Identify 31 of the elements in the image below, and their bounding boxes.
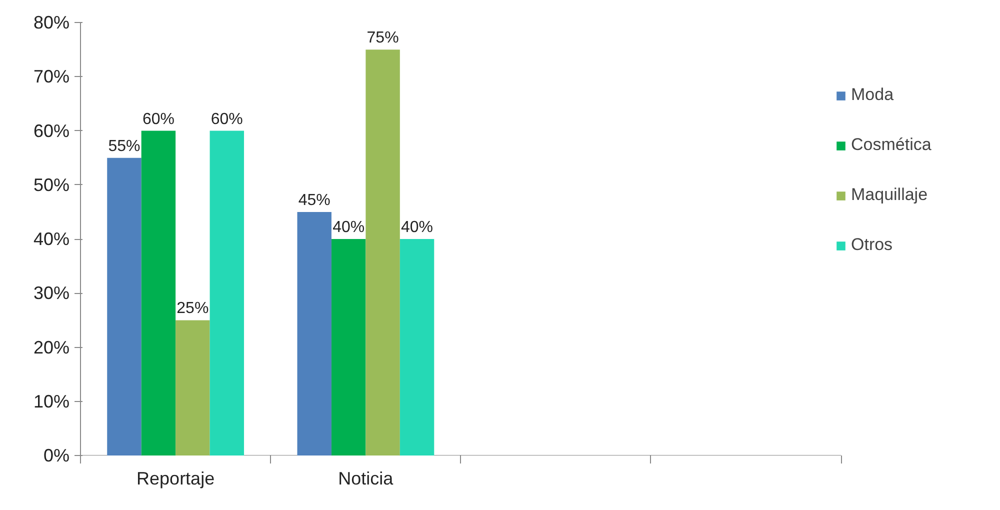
data-label: 60%	[210, 110, 243, 128]
x-tick-label: Noticia	[338, 468, 394, 488]
x-tick-label: Reportaje	[136, 468, 215, 488]
data-label: 45%	[298, 192, 330, 209]
bar	[366, 50, 400, 456]
y-tick-label: 20%	[33, 337, 70, 358]
y-tick-label: 50%	[33, 174, 70, 195]
data-label: 75%	[366, 30, 399, 47]
legend-label: Otros	[851, 235, 893, 255]
bar	[176, 320, 210, 456]
bar	[297, 212, 332, 456]
bar	[107, 158, 142, 456]
data-label: 55%	[108, 138, 140, 155]
y-tick-label: 10%	[33, 391, 70, 412]
bar	[331, 239, 366, 456]
y-tick-label: 80%	[33, 12, 70, 32]
y-tick-label: 30%	[33, 283, 70, 304]
bar	[141, 130, 176, 456]
legend-label: Moda	[851, 85, 894, 105]
data-label: 40%	[401, 219, 434, 236]
data-label: 60%	[142, 110, 174, 128]
data-label: 40%	[332, 219, 365, 236]
y-tick-label: 0%	[43, 446, 70, 466]
y-tick-label: 60%	[33, 120, 70, 141]
bar	[210, 130, 244, 456]
bar	[400, 239, 434, 456]
y-tick-label: 40%	[33, 229, 70, 249]
y-tick-label: 70%	[33, 66, 70, 87]
legend-label: Maquillaje	[851, 185, 928, 205]
legend-label: Cosmética	[851, 135, 932, 155]
data-label: 25%	[176, 300, 209, 318]
